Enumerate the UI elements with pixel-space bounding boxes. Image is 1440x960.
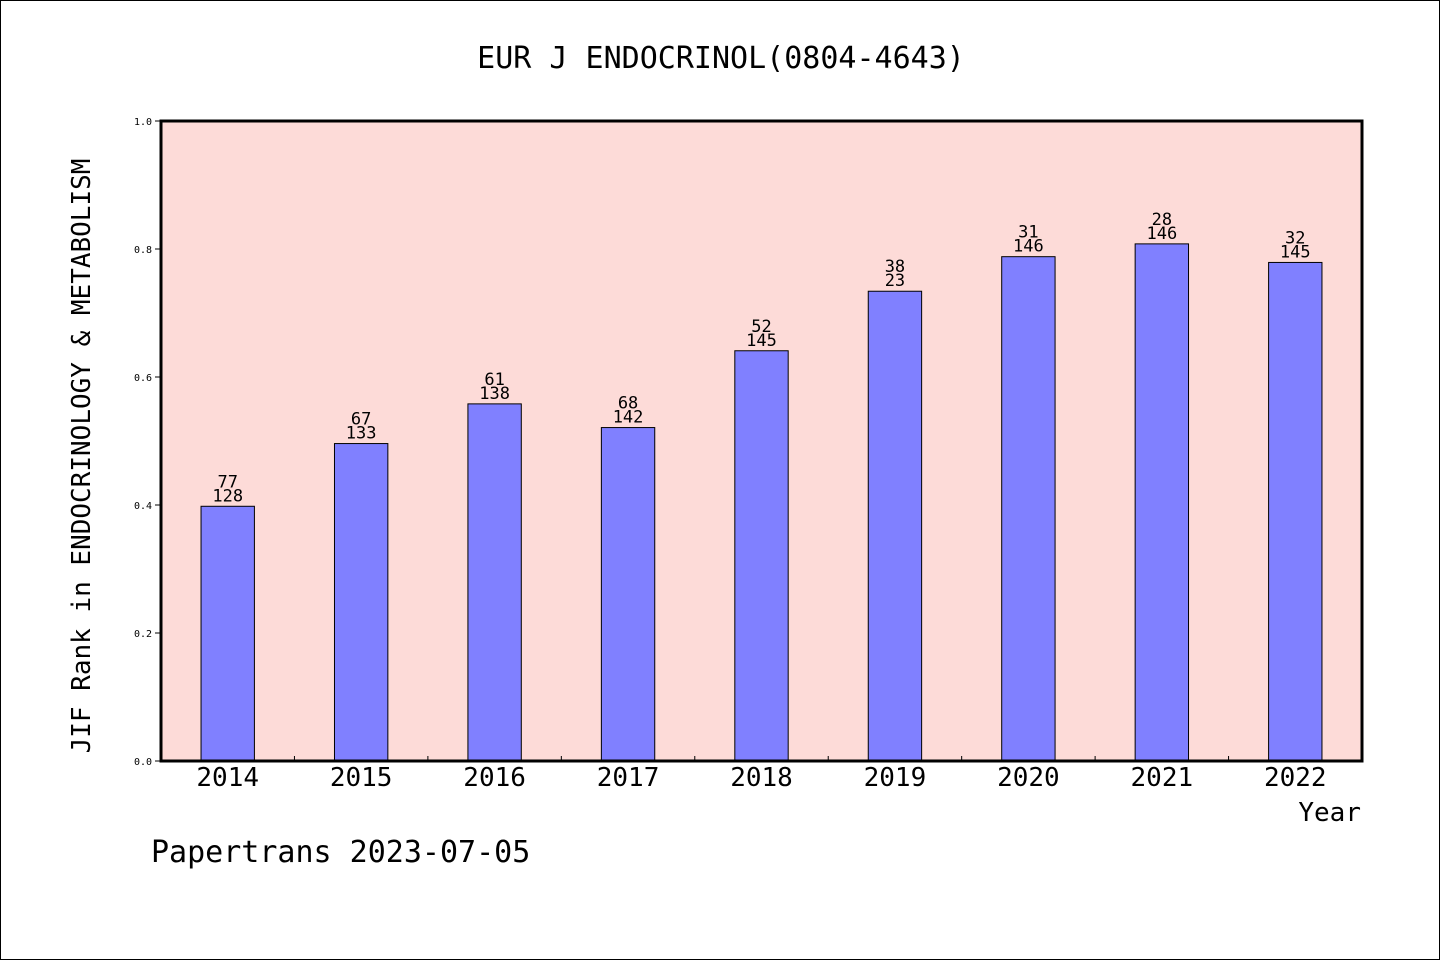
bar [1134, 243, 1190, 762]
bar-rank-label: 38 [885, 257, 905, 277]
bar [467, 403, 522, 762]
bar-rank-label: 68 [618, 394, 638, 414]
bar [1001, 256, 1056, 762]
x-tick-label: 2016 [463, 763, 526, 793]
bar [333, 443, 389, 762]
bar [200, 505, 255, 762]
y-axis-label: JIF Rank in ENDOCRINOLOGY & METABOLISM [67, 159, 97, 754]
x-axis: 2014 2015 2016 2017 2018 2019 2020 2021 2022 [196, 756, 1327, 793]
bar-rank-label: 67 [351, 410, 371, 430]
x-axis-label: Year [1298, 798, 1361, 828]
bar-rank-label: 31 [1018, 223, 1038, 243]
bar-rank-label: 61 [484, 370, 504, 390]
x-tick-label: 2017 [597, 763, 660, 793]
x-tick-label: 2018 [730, 763, 793, 793]
x-tick-label: 2019 [864, 763, 927, 793]
y-axis: 0.0 0.2 0.4 0.6 0.8 1.0 [134, 117, 161, 768]
bar-total-label: 145 [1280, 242, 1311, 262]
bar-total-label: 133 [346, 424, 377, 444]
bar-rank-label: 32 [1285, 228, 1305, 248]
y-tick-label: 0.6 [134, 373, 152, 384]
y-tick-label: 1.0 [134, 117, 152, 128]
plot-border [159, 119, 1364, 763]
chart-title: EUR J ENDOCRINOL(0804-4643) [477, 41, 965, 76]
y-tick-label: 0.0 [134, 757, 152, 768]
bar-total-label: 128 [212, 486, 243, 506]
bar-total-label: 142 [613, 408, 644, 428]
bar-total-label: 146 [1146, 224, 1177, 244]
bar-total-label: 138 [479, 384, 510, 404]
bar-rank-label: 28 [1152, 210, 1172, 230]
x-tick-label: 2022 [1264, 763, 1327, 793]
y-tick-label: 0.8 [134, 245, 152, 256]
y-tick-label: 0.2 [134, 629, 152, 640]
bar-rank-label: 52 [751, 317, 771, 337]
bar-total-label: 23 [885, 271, 905, 291]
x-tick-label: 2015 [330, 763, 393, 793]
y-tick-label: 0.4 [134, 501, 152, 512]
bar-total-label: 146 [1013, 237, 1044, 257]
bar [734, 350, 789, 762]
x-tick-label: 2020 [997, 763, 1060, 793]
bar-total-label: 145 [746, 331, 777, 351]
bar [600, 427, 656, 762]
footer-credit: Papertrans 2023-07-05 [151, 835, 531, 870]
bar-rank-label: 77 [217, 472, 237, 492]
bar [1268, 261, 1323, 762]
x-tick-label: 2014 [196, 763, 259, 793]
bar [867, 290, 923, 762]
x-tick-label: 2021 [1131, 763, 1194, 793]
